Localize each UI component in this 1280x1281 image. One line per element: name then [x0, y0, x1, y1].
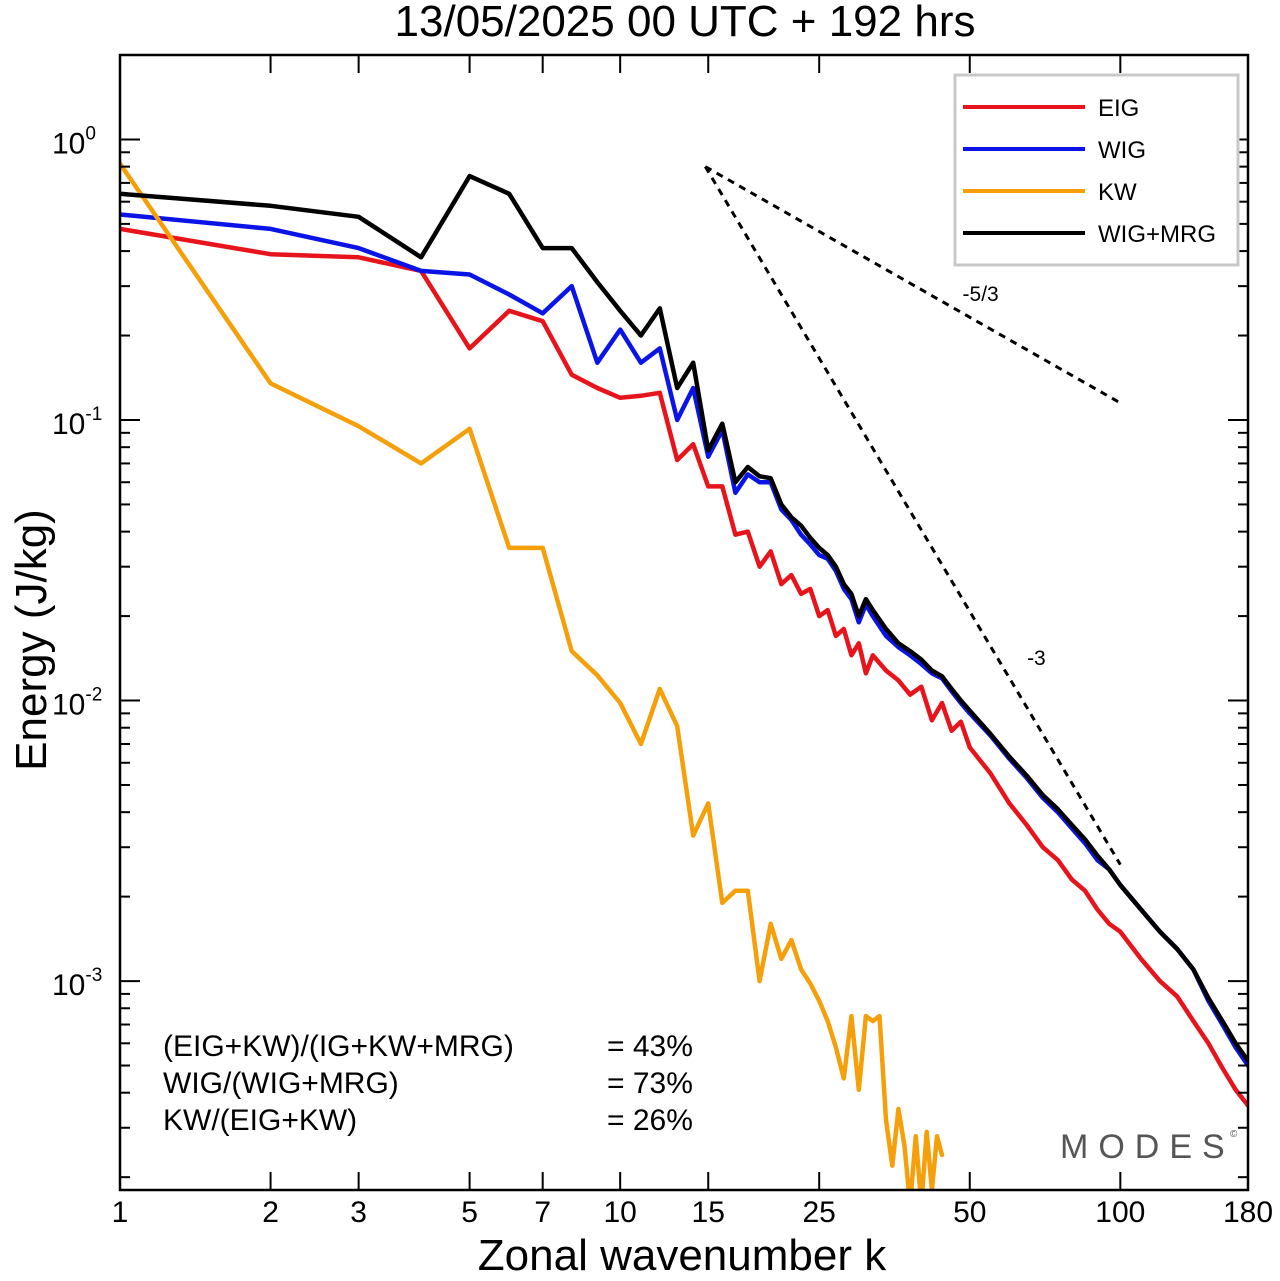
plot-frame — [118, 53, 1250, 1192]
series-line-wig-mrg — [120, 173, 1248, 1063]
legend-label: KW — [1098, 179, 1137, 206]
y-tick-label: 100 — [52, 123, 96, 160]
reference-line-slope — [704, 165, 1122, 405]
y-axis-label: Energy (J/kg) — [7, 509, 56, 771]
y-tick-label: 10-1 — [52, 404, 102, 441]
modes-copyright-mark: © — [1230, 1129, 1238, 1140]
legend-label: WIG+MRG — [1098, 221, 1216, 248]
x-tick-label: 15 — [692, 1196, 725, 1229]
chart-title: 13/05/2025 00 UTC + 192 hrs — [395, 0, 976, 46]
series-line-wig — [120, 212, 1248, 1068]
stat-value: = 26% — [607, 1104, 693, 1137]
stat-value: = 43% — [607, 1030, 693, 1063]
x-tick-label: 25 — [803, 1196, 836, 1229]
legend-label: WIG — [1098, 137, 1146, 164]
x-tick-label: 5 — [461, 1196, 478, 1229]
series-line-eig — [120, 226, 1248, 1108]
tick-labels-layer: 1 2 3 5 7 10 15 25 50 100 180 100 10-1 10-2 10-3 — [52, 123, 1273, 1229]
legend: EIG WIG KW WIG+MRG — [953, 73, 1240, 267]
stat-label: WIG/(WIG+MRG) — [163, 1067, 399, 1100]
stats-block: (EIG+KW)/(IG+KW+MRG) = 43% WIG/(WIG+MRG) = … — [163, 1030, 693, 1137]
x-tick-label: 1 — [112, 1196, 129, 1229]
x-tick-label: 180 — [1223, 1196, 1273, 1229]
stat-value: = 73% — [607, 1067, 693, 1100]
modes-watermark-text: MODES — [1060, 1128, 1235, 1166]
x-tick-label: 50 — [953, 1196, 986, 1229]
y-tick-label: 10-2 — [52, 685, 102, 722]
series-layer — [120, 161, 1248, 1190]
legend-label: EIG — [1098, 95, 1139, 122]
reference-line-label: -5/3 — [963, 283, 999, 306]
x-tick-label: 7 — [534, 1196, 551, 1229]
x-tick-label: 3 — [350, 1196, 367, 1229]
modes-watermark: MODES © — [1060, 1128, 1238, 1166]
stat-label: (EIG+KW)/(IG+KW+MRG) — [163, 1030, 514, 1063]
y-tick-label: 10-3 — [52, 965, 102, 1002]
series-line-kw — [120, 161, 945, 1190]
reference-lines-layer: -5/3 -3 — [704, 165, 1122, 866]
x-tick-label: 100 — [1095, 1196, 1145, 1229]
reference-line-label: -3 — [1027, 647, 1046, 670]
axis-ticks-layer — [119, 54, 1249, 1190]
stat-label: KW/(EIG+KW) — [163, 1104, 357, 1137]
x-axis-label: Zonal wavenumber k — [478, 1231, 887, 1280]
x-tick-label: 10 — [603, 1196, 636, 1229]
x-tick-label: 2 — [262, 1196, 279, 1229]
reference-line-slope — [704, 165, 1122, 866]
